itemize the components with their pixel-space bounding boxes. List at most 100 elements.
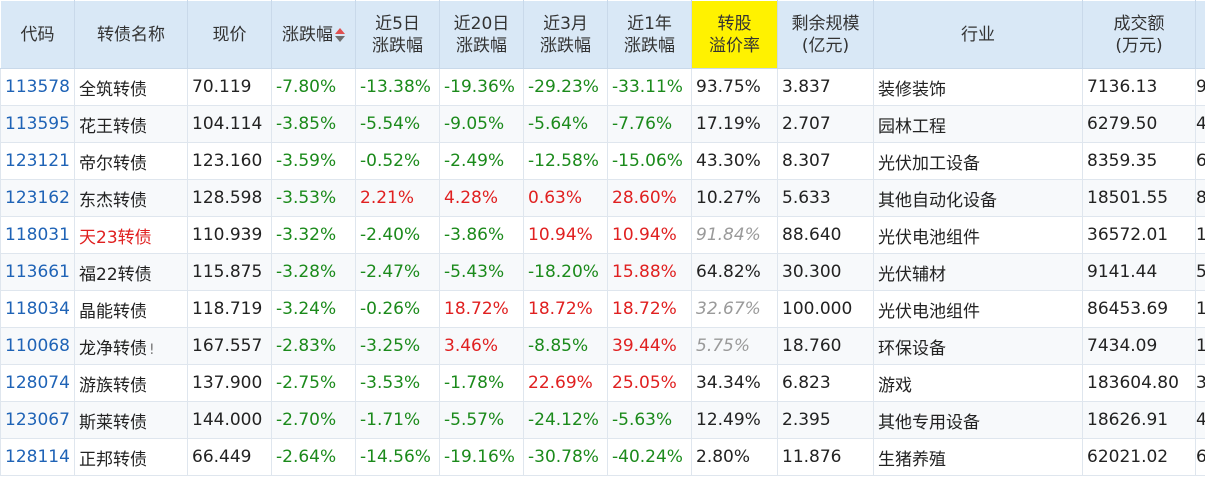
- remaining-scale-cell: 6.823: [777, 364, 874, 402]
- change-5d-cell: -5.54%: [355, 105, 440, 143]
- change-cell: -7.80%: [271, 68, 356, 106]
- volume-cell: 86453.69: [1082, 290, 1196, 328]
- change-20d-cell: -19.36%: [439, 68, 524, 106]
- header-code[interactable]: 代码: [0, 0, 75, 69]
- clipped-cell: 6: [1195, 438, 1205, 476]
- bond-name-cell[interactable]: 花王转债: [74, 105, 188, 143]
- table-row[interactable]: 113595 花王转债 104.114 -3.85% -5.54% -9.05% -5.64…: [0, 105, 1205, 143]
- header-clipped: [1195, 0, 1205, 69]
- bond-code-link[interactable]: 118034: [0, 290, 75, 328]
- header-code-label: 代码: [20, 24, 55, 45]
- volume-cell: 183604.80: [1082, 364, 1196, 402]
- clipped-cell: 1: [1195, 327, 1205, 365]
- change-1y-cell: 15.88%: [607, 253, 692, 291]
- bond-name[interactable]: 福22转债: [79, 264, 152, 285]
- header-3m-change[interactable]: 近3月 涨跌幅: [523, 0, 608, 69]
- bond-name-cell[interactable]: 天23转债: [74, 216, 188, 254]
- bond-code-link[interactable]: 123121: [0, 142, 75, 180]
- change-3m-cell: 0.63%: [523, 179, 608, 217]
- premium-cell: 5.75%: [691, 327, 778, 365]
- change-5d-cell: -13.38%: [355, 68, 440, 106]
- remaining-scale-cell: 2.707: [777, 105, 874, 143]
- header-1y-change[interactable]: 近1年 涨跌幅: [607, 0, 692, 69]
- premium-cell: 91.84%: [691, 216, 778, 254]
- header-5d-change[interactable]: 近5日 涨跌幅: [355, 0, 440, 69]
- header-name[interactable]: 转债名称: [74, 0, 188, 69]
- change-cell: -2.83%: [271, 327, 356, 365]
- bond-code-link[interactable]: 128114: [0, 438, 75, 476]
- header-20d-change[interactable]: 近20日 涨跌幅: [439, 0, 524, 69]
- bond-code-link[interactable]: 113578: [0, 68, 75, 106]
- bond-name-cell[interactable]: 龙净转债!: [74, 327, 188, 365]
- bond-code-link[interactable]: 123162: [0, 179, 75, 217]
- bond-name[interactable]: 花王转债: [79, 116, 147, 137]
- bond-name[interactable]: 东杰转债: [79, 190, 147, 211]
- table-row[interactable]: 128114 正邦转债 66.449 -2.64% -14.56% -19.16% -30.…: [0, 438, 1205, 476]
- table-row[interactable]: 110068 龙净转债! 167.557 -2.83% -3.25% 3.46% -8.85…: [0, 327, 1205, 365]
- table-row[interactable]: 123162 东杰转债 128.598 -3.53% 2.21% 4.28% 0.63% 28…: [0, 179, 1205, 217]
- table-row[interactable]: 118034 晶能转债 118.719 -3.24% -0.26% 18.72% 18.72…: [0, 290, 1205, 328]
- bond-code-link[interactable]: 113595: [0, 105, 75, 143]
- change-20d-cell: 4.28%: [439, 179, 524, 217]
- change-20d-cell: -1.78%: [439, 364, 524, 402]
- bond-name-cell[interactable]: 帝尔转债: [74, 142, 188, 180]
- change-3m-cell: -8.85%: [523, 327, 608, 365]
- bond-name[interactable]: 龙净转债: [79, 338, 147, 359]
- bond-name[interactable]: 天23转债: [79, 227, 152, 248]
- change-3m-cell: -18.20%: [523, 253, 608, 291]
- clipped-cell: 6: [1195, 142, 1205, 180]
- bond-name[interactable]: 斯莱转债: [79, 412, 147, 433]
- header-change-label: 涨跌幅: [282, 24, 333, 45]
- bond-code-link[interactable]: 113661: [0, 253, 75, 291]
- bond-code-link[interactable]: 123067: [0, 401, 75, 439]
- bond-name[interactable]: 帝尔转债: [79, 153, 147, 174]
- bond-name-cell[interactable]: 斯莱转债: [74, 401, 188, 439]
- bond-code-link[interactable]: 118031: [0, 216, 75, 254]
- header-price[interactable]: 现价: [187, 0, 272, 69]
- change-3m-cell: 22.69%: [523, 364, 608, 402]
- table-row[interactable]: 113661 福22转债 115.875 -3.28% -2.47% -5.43% -18.…: [0, 253, 1205, 291]
- change-1y-cell: 28.60%: [607, 179, 692, 217]
- header-name-label: 转债名称: [97, 24, 165, 45]
- bond-name-cell[interactable]: 东杰转债: [74, 179, 188, 217]
- header-remaining-scale[interactable]: 剩余规模 (亿元): [777, 0, 874, 69]
- table-body: 113578 全筑转债 70.119 -7.80% -13.38% -19.36% -29.…: [0, 68, 1205, 476]
- volume-cell: 62021.02: [1082, 438, 1196, 476]
- bond-name-cell[interactable]: 福22转债: [74, 253, 188, 291]
- bond-name-cell[interactable]: 正邦转债: [74, 438, 188, 476]
- premium-cell: 10.27%: [691, 179, 778, 217]
- header-change[interactable]: 涨跌幅: [271, 0, 356, 69]
- table-row[interactable]: 123121 帝尔转债 123.160 -3.59% -0.52% -2.49% -12.5…: [0, 142, 1205, 180]
- bond-code-link[interactable]: 128074: [0, 364, 75, 402]
- industry-cell: 光伏加工设备: [873, 142, 1083, 180]
- clipped-cell: 5: [1195, 253, 1205, 291]
- table-row[interactable]: 123067 斯莱转债 144.000 -2.70% -1.71% -5.57% -24.1…: [0, 401, 1205, 439]
- bond-name-cell[interactable]: 全筑转债: [74, 68, 188, 106]
- bond-name[interactable]: 正邦转债: [79, 449, 147, 470]
- change-cell: -3.32%: [271, 216, 356, 254]
- change-20d-cell: -5.43%: [439, 253, 524, 291]
- change-1y-cell: -33.11%: [607, 68, 692, 106]
- industry-cell: 装修装饰: [873, 68, 1083, 106]
- header-price-label: 现价: [212, 24, 247, 45]
- bond-name-cell[interactable]: 晶能转债: [74, 290, 188, 328]
- bond-name[interactable]: 全筑转债: [79, 79, 147, 100]
- change-20d-cell: -5.57%: [439, 401, 524, 439]
- header-scale-line2: (亿元): [801, 35, 850, 56]
- header-industry-label: 行业: [961, 24, 995, 45]
- table-row[interactable]: 128074 游族转债 137.900 -2.75% -3.53% -1.78% 22.69…: [0, 364, 1205, 402]
- header-conversion-premium[interactable]: 转股 溢价率: [691, 0, 778, 69]
- bond-name[interactable]: 晶能转债: [79, 301, 147, 322]
- remaining-scale-cell: 30.300: [777, 253, 874, 291]
- volume-cell: 18626.91: [1082, 401, 1196, 439]
- table-row[interactable]: 113578 全筑转债 70.119 -7.80% -13.38% -19.36% -29.…: [0, 68, 1205, 106]
- header-volume[interactable]: 成交额 (万元): [1082, 0, 1196, 69]
- change-3m-cell: -30.78%: [523, 438, 608, 476]
- header-industry[interactable]: 行业: [873, 0, 1083, 69]
- bond-name-cell[interactable]: 游族转债: [74, 364, 188, 402]
- bond-code-link[interactable]: 110068: [0, 327, 75, 365]
- change-20d-cell: 18.72%: [439, 290, 524, 328]
- table-row[interactable]: 118031 天23转债 110.939 -3.32% -2.40% -3.86% 10.9…: [0, 216, 1205, 254]
- warning-flag-icon: !: [149, 341, 155, 358]
- bond-name[interactable]: 游族转债: [79, 375, 147, 396]
